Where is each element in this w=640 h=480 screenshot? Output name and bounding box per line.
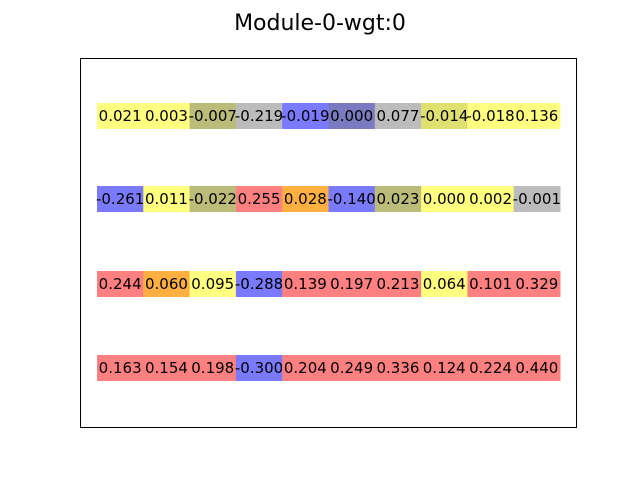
heatmap-cell [421,355,468,381]
cell-value-label: -0.261 [96,190,144,208]
heatmap-cell [328,271,376,297]
cell-value-label: -0.022 [189,190,237,208]
heatmap-cell [189,186,237,212]
cell-value-label: 0.023 [376,190,419,208]
cell-value-label: 0.139 [284,275,327,293]
cell-value-label: 0.011 [145,190,188,208]
cell-value-label: 0.249 [330,359,373,377]
cell-value-label: -0.140 [327,190,375,208]
heatmap-cell [143,355,191,381]
chart-title: Module-0-wgt:0 [234,11,406,36]
cell-value-label: 0.028 [284,190,327,208]
heatmap-cell [189,271,237,297]
heatmap-cell [235,103,283,129]
heatmap-cell [467,103,515,129]
cell-value-label: 0.101 [469,275,512,293]
cell-value-label: 0.329 [515,275,558,293]
cell-value-label: 0.021 [99,107,142,125]
heatmap-cell [328,186,376,212]
heatmap-cell [421,271,468,297]
heatmap-cell [282,355,329,381]
heatmap-cell [189,103,237,129]
heatmap-cell [143,186,191,212]
cell-value-label: 0.204 [284,359,327,377]
heatmap-cell [513,103,561,129]
heatmap-cell [97,103,144,129]
cell-value-label: -0.001 [513,190,561,208]
heatmap-cell [235,186,283,212]
heatmap-cell [374,271,422,297]
cell-value-label: 0.000 [423,190,466,208]
cell-value-label: -0.014 [420,107,468,125]
heatmap-cell [467,271,515,297]
cell-value-label: -0.018 [466,107,514,125]
cell-value-label: 0.440 [515,359,558,377]
cell-value-label: 0.154 [145,359,188,377]
heatmap-cell [97,271,144,297]
cell-value-label: 0.244 [99,275,142,293]
heatmap-cell [467,186,515,212]
heatmap-cell [97,355,144,381]
cell-value-label: -0.019 [281,107,329,125]
cell-value-label: 0.213 [376,275,419,293]
heatmap-cells: 0.021 0.003 -0.007-0.219-0.019 0.000 0.077 -0… [96,103,561,381]
cell-value-label: 0.095 [191,275,234,293]
cell-value-label: -0.288 [235,275,283,293]
cell-value-label: 0.124 [423,359,466,377]
heatmap-cell [513,355,561,381]
heatmap-cell [235,271,283,297]
cell-value-label: 0.255 [238,190,281,208]
cell-value-label: -0.219 [235,107,283,125]
heatmap-cell [143,103,191,129]
heatmap-cell [143,271,191,297]
cell-value-label: 0.060 [145,275,188,293]
cell-value-label: 0.136 [515,107,558,125]
heatmap-cell [97,186,144,212]
heatmap-cell [467,355,515,381]
cell-value-label: 0.198 [191,359,234,377]
heatmap-cell [282,103,329,129]
heatmap-cell [328,355,376,381]
heatmap-cell [374,186,422,212]
heatmap-cell [235,355,283,381]
heatmap-cell [282,186,329,212]
heatmap-cell [282,271,329,297]
cell-value-label: -0.007 [189,107,237,125]
heatmap-cell [421,186,468,212]
cell-value-label: 0.197 [330,275,373,293]
heatmap-cell [189,355,237,381]
cell-value-label: 0.224 [469,359,512,377]
heatmap-cell [513,271,561,297]
cell-value-label: 0.000 [330,107,373,125]
plot-frame [80,58,577,428]
heatmap-cell [374,355,422,381]
heatmap-cell [421,103,468,129]
cell-value-label: 0.002 [469,190,512,208]
cell-value-label: 0.077 [376,107,419,125]
cell-value-label: -0.300 [235,359,283,377]
cell-value-label: 0.163 [99,359,142,377]
heatmap-cell [374,103,422,129]
heatmap-cell [513,186,561,212]
heatmap-cell [328,103,376,129]
cell-value-label: 0.003 [145,107,188,125]
cell-value-label: 0.064 [423,275,466,293]
cell-value-label: 0.336 [376,359,419,377]
